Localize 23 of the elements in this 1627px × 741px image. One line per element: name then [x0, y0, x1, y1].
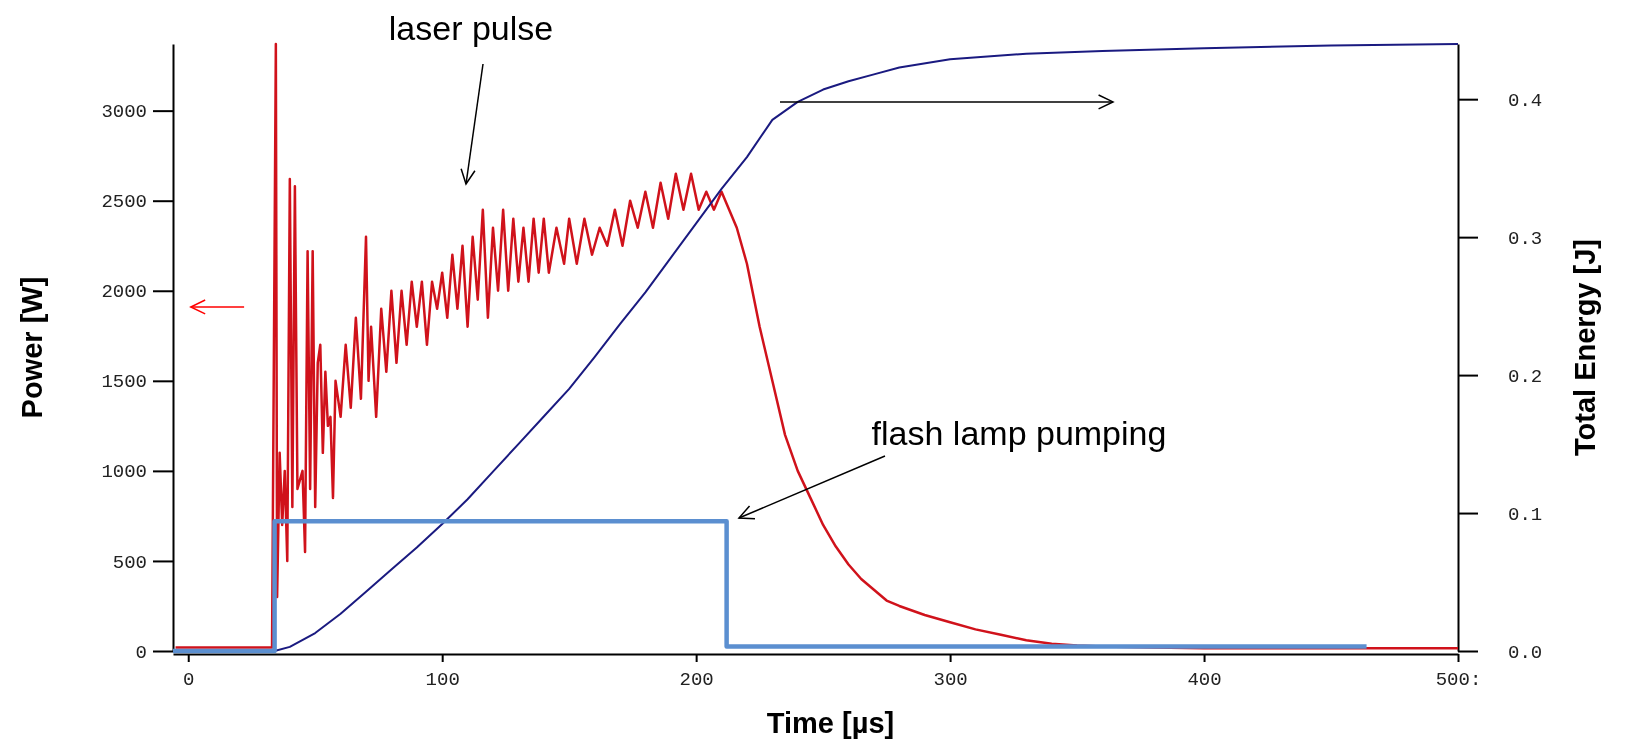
annotation: flash lamp pumping	[871, 414, 1167, 452]
x-tick-label: 300	[933, 669, 968, 692]
x-tick-label: 500:	[1435, 669, 1482, 692]
annotation: laser pulse	[388, 9, 554, 47]
x-tick-label: 100	[425, 669, 460, 692]
y-tick-label: 3000	[101, 101, 147, 124]
y-tick-label: 2000	[101, 281, 147, 304]
y2-tick-label: 0.3	[1508, 227, 1543, 250]
y-tick-label: 1500	[101, 371, 147, 394]
y-tick-label: 500	[112, 551, 147, 574]
y2-tick-label: 0.2	[1508, 365, 1543, 388]
y-tick-label: 1000	[101, 461, 147, 484]
y-tick-label: 0	[135, 641, 147, 664]
y2-tick-label: 0.1	[1508, 503, 1543, 526]
x-tick-label: 200	[679, 669, 714, 692]
y2-tick-label: 0.0	[1508, 641, 1543, 664]
y2-axis-title: Total Energy [J]	[1569, 239, 1601, 456]
y-tick-label: 2500	[101, 191, 147, 214]
y-axis-title: Power [W]	[16, 276, 48, 419]
x-axis-title: Time [µs]	[766, 707, 895, 739]
x-tick-label: 400	[1187, 669, 1222, 692]
y2-tick-label: 0.4	[1508, 89, 1543, 112]
x-tick-label: 0	[183, 669, 195, 692]
